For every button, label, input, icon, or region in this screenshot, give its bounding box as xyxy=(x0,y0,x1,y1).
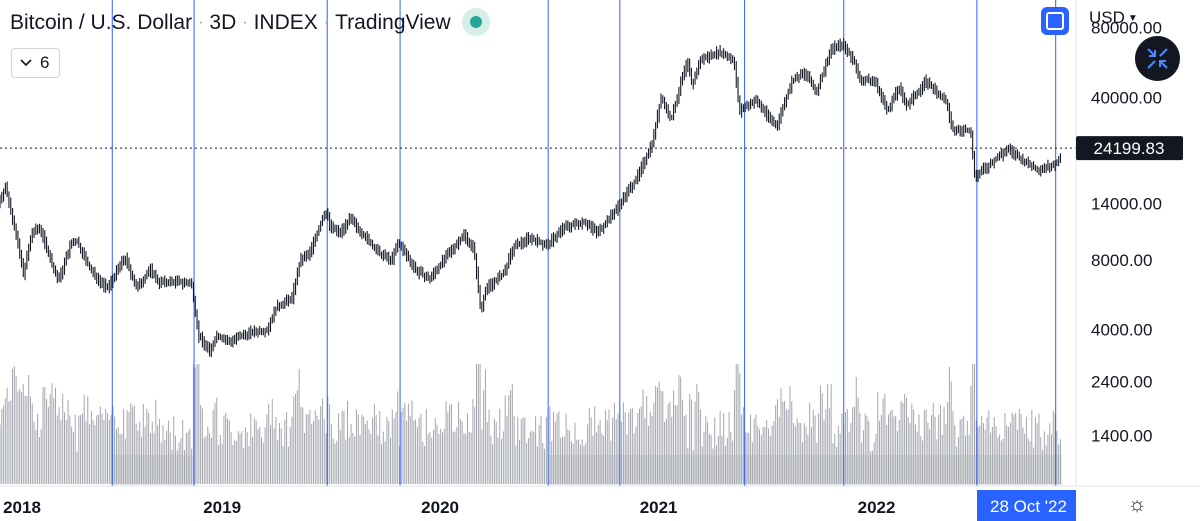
crosshair-date-label: 28 Oct '22 xyxy=(977,490,1076,521)
time-axis[interactable]: 2018 2019 2020 2021 2022 xyxy=(3,498,895,517)
time-tick-label: 2019 xyxy=(203,498,241,517)
time-tick-label: 2021 xyxy=(640,498,678,517)
candles xyxy=(0,37,1062,358)
volume-bars xyxy=(0,364,1061,484)
currency-label: USD xyxy=(1089,8,1125,27)
last-price-label: 24199.83 xyxy=(1076,136,1183,161)
price-tick-label: 8000.00 xyxy=(1091,251,1152,270)
separator: · xyxy=(198,14,204,31)
collapse-arrows-icon xyxy=(1147,48,1168,69)
interval-label[interactable]: 3D xyxy=(209,11,237,34)
square-icon[interactable] xyxy=(1041,7,1069,35)
separator: · xyxy=(323,14,330,31)
settings-sun-icon[interactable]: ☼ xyxy=(1127,493,1147,516)
indicators-toggle-button[interactable]: 6 xyxy=(11,48,60,78)
price-tick-label: 2400.00 xyxy=(1091,372,1152,391)
time-tick-label: 2018 xyxy=(3,498,41,517)
last-price-value: 24199.83 xyxy=(1094,139,1165,158)
exchange-label: INDEX xyxy=(253,11,318,34)
price-axis[interactable]: 80000.00 40000.00 14000.00 8000.00 4000.00 24… xyxy=(1091,18,1162,445)
source-label: TradingView xyxy=(335,11,451,34)
live-dot-icon xyxy=(462,8,490,36)
collapse-button[interactable] xyxy=(1135,36,1180,81)
chart-header[interactable]: Bitcoin / U.S. Dollar · 3D · INDEX · Tra… xyxy=(10,11,451,35)
volume-band-segment xyxy=(112,455,195,485)
indicators-count: 6 xyxy=(40,53,50,72)
chevron-down-icon: ▼ xyxy=(1127,13,1138,25)
symbol-name[interactable]: Bitcoin / U.S. Dollar xyxy=(10,11,193,34)
price-tick-label: 1400.00 xyxy=(1091,427,1152,446)
time-tick-label: 2020 xyxy=(421,498,459,517)
price-tick-label: 14000.00 xyxy=(1091,194,1162,213)
separator: · xyxy=(242,14,248,31)
currency-selector[interactable]: USD ▼ xyxy=(1089,8,1138,28)
price-tick-label: 4000.00 xyxy=(1091,321,1152,340)
price-tick-label: 80000.00 xyxy=(1091,18,1162,37)
crosshair-date-text: 28 Oct '22 xyxy=(990,497,1067,516)
price-tick-label: 40000.00 xyxy=(1091,88,1162,107)
chevron-down-icon xyxy=(20,59,32,67)
plot-area xyxy=(0,0,1076,486)
time-tick-label: 2022 xyxy=(858,498,896,517)
